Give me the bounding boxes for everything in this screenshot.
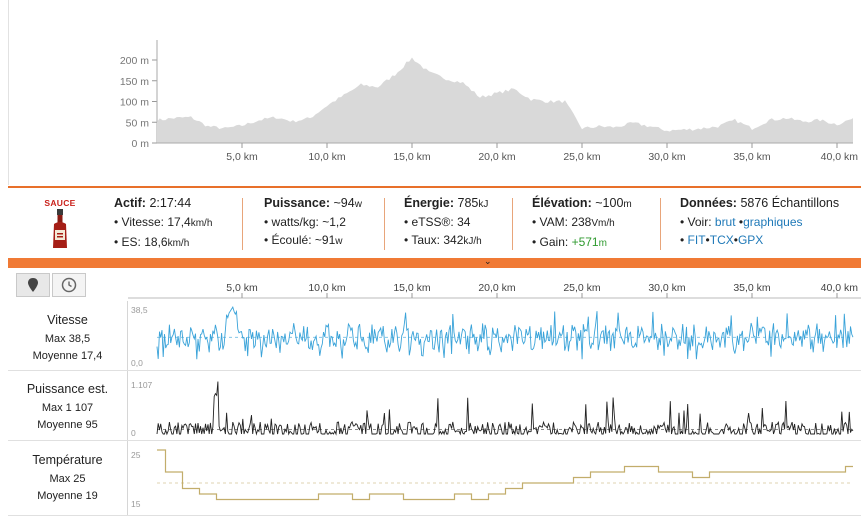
- stream-series-line: [156, 381, 854, 436]
- power-label-block: Puissance est. Max 1 107 Moyenne 95: [26, 382, 109, 431]
- tab-map[interactable]: [16, 273, 50, 297]
- elevation-y-tick-label: 50 m: [126, 117, 150, 129]
- collapse-bar[interactable]: ⌄: [8, 256, 861, 268]
- sauce-bottle-icon: [53, 209, 67, 248]
- elevation-x-tick-label: 40,0 km: [821, 151, 859, 163]
- map-pin-icon: [28, 278, 38, 292]
- stats-separator: [384, 198, 385, 250]
- row-divider: [8, 370, 861, 371]
- stream-y-bottom-label: 15: [131, 499, 141, 509]
- elevation-y-tick-label: 0 m: [131, 138, 149, 150]
- elevation-x-tick-label: 20,0 km: [478, 151, 516, 163]
- elevation-x-tick-label: 15,0 km: [393, 151, 431, 163]
- elevation-panel: [8, 0, 861, 185]
- stats-puissance: Puissance: ~94w • watts/kg: ~1,2 • Écoul…: [264, 196, 362, 247]
- stats-separator: [242, 198, 243, 250]
- stream-y-bottom-label: 0,0: [131, 358, 143, 368]
- row-divider: [8, 515, 861, 516]
- stream-x-tick-label: 10,0 km: [308, 282, 346, 294]
- stats-separator: [660, 198, 661, 250]
- temperature-label-block: Température Max 25 Moyenne 19: [32, 453, 103, 502]
- stream-x-tick-label: 15,0 km: [393, 282, 431, 294]
- elevation-x-tick-label: 5,0 km: [226, 151, 258, 163]
- stats-elevation: Élévation: ~100m • VAM: 238Vm/h • Gain: …: [532, 196, 632, 249]
- speed-label-block: Vitesse Max 38,5 Moyenne 17,4: [32, 313, 103, 362]
- stats-donnees: Données: 5876 Échantillons • Voir: brut …: [680, 196, 840, 247]
- stats-energie: Énergie: 785kJ • eTSS®: 34 • Taux: 342kJ…: [404, 196, 489, 247]
- elevation-x-tick-label: 30,0 km: [648, 151, 686, 163]
- sauce-logo-text: SAUCE: [44, 198, 76, 208]
- double-chevron-down-icon[interactable]: ⌄: [484, 256, 492, 266]
- stream-y-top-label: 38,5: [131, 305, 148, 315]
- tcx-export-link[interactable]: TCX: [709, 233, 734, 247]
- stream-x-tick-label: 20,0 km: [478, 282, 516, 294]
- stream-y-bottom-label: 0: [131, 428, 136, 438]
- elevation-chart: 200 m 150 m 100 m 50 m 0 m 5,0 km 10,0 km 15,0 …: [120, 40, 859, 163]
- elevation-y-tick-label: 200 m: [120, 55, 149, 67]
- elevation-x-tick-label: 35,0 km: [733, 151, 771, 163]
- stream-x-tick-label: 25,0 km: [563, 282, 601, 294]
- stream-series-line: [157, 449, 853, 501]
- stream-x-tick-label: 40,0 km: [821, 282, 859, 294]
- stream-series-line: [156, 306, 854, 360]
- raw-data-link[interactable]: brut: [714, 215, 736, 229]
- fit-export-link[interactable]: FIT: [687, 233, 706, 247]
- gpx-export-link[interactable]: GPX: [737, 233, 764, 247]
- elevation-area: [157, 57, 853, 143]
- elevation-x-tick-label: 10,0 km: [308, 151, 346, 163]
- stream-y-top-label: 25: [131, 450, 141, 460]
- elevation-x-tick-label: 25,0 km: [563, 151, 601, 163]
- sauce-logo: SAUCE: [38, 198, 82, 253]
- row-divider: [8, 440, 861, 441]
- stats-separator: [512, 198, 513, 250]
- clock-icon: [61, 277, 77, 293]
- elevation-y-tick-label: 100 m: [120, 97, 149, 109]
- stream-x-tick-label: 30,0 km: [648, 282, 686, 294]
- stats-top-border: [8, 186, 861, 188]
- stats-panel: SAUCE Actif: 2:17:44 • Vitesse: 17,4km/h…: [8, 188, 861, 258]
- graphs-link[interactable]: graphiques: [743, 215, 803, 229]
- stream-x-tick-label: 35,0 km: [733, 282, 771, 294]
- tab-time[interactable]: [52, 273, 86, 297]
- chart-labels: Vitesse Max 38,5 Moyenne 17,4 Puissance …: [8, 301, 128, 516]
- stream-y-top-label: 1.107: [131, 380, 153, 390]
- elevation-y-tick-label: 150 m: [120, 76, 149, 88]
- stats-actif: Actif: 2:17:44 • Vitesse: 17,4km/h • ES:…: [114, 196, 213, 249]
- stream-x-tick-label: 5,0 km: [226, 282, 258, 294]
